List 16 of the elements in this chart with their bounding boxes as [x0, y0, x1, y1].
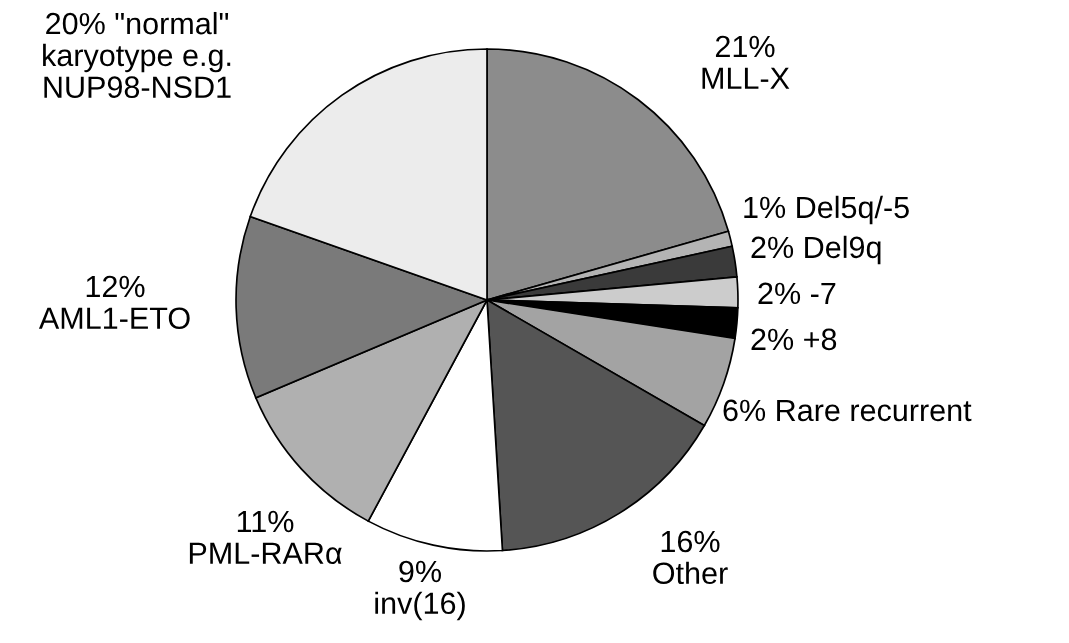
slice-label: Other: [653, 561, 728, 585]
slice-label: inv(16): [375, 591, 465, 621]
slice-label: AML1-ETO: [38, 307, 190, 330]
slice-label: 1% Del5q/-5: [744, 195, 909, 225]
slice-label: 20% "normal" karyotype e.g. NUP98-NSD1: [43, 11, 231, 99]
slice-label: 2% +8: [751, 328, 837, 351]
data-label: 21%: [715, 35, 775, 58]
slice-label: 2% Del9q: [751, 235, 881, 265]
slice-label: PML-RARα: [189, 542, 342, 565]
data-label: 9%: [399, 560, 441, 583]
slice-label: MLL-X: [702, 67, 790, 89]
data-label: 11%: [237, 510, 294, 533]
data-label: 16%: [661, 530, 720, 553]
slice-label: 2% -7: [758, 282, 836, 305]
data-label: 12%: [86, 275, 145, 298]
slice-label: 6% Rare recurrent: [723, 399, 972, 422]
